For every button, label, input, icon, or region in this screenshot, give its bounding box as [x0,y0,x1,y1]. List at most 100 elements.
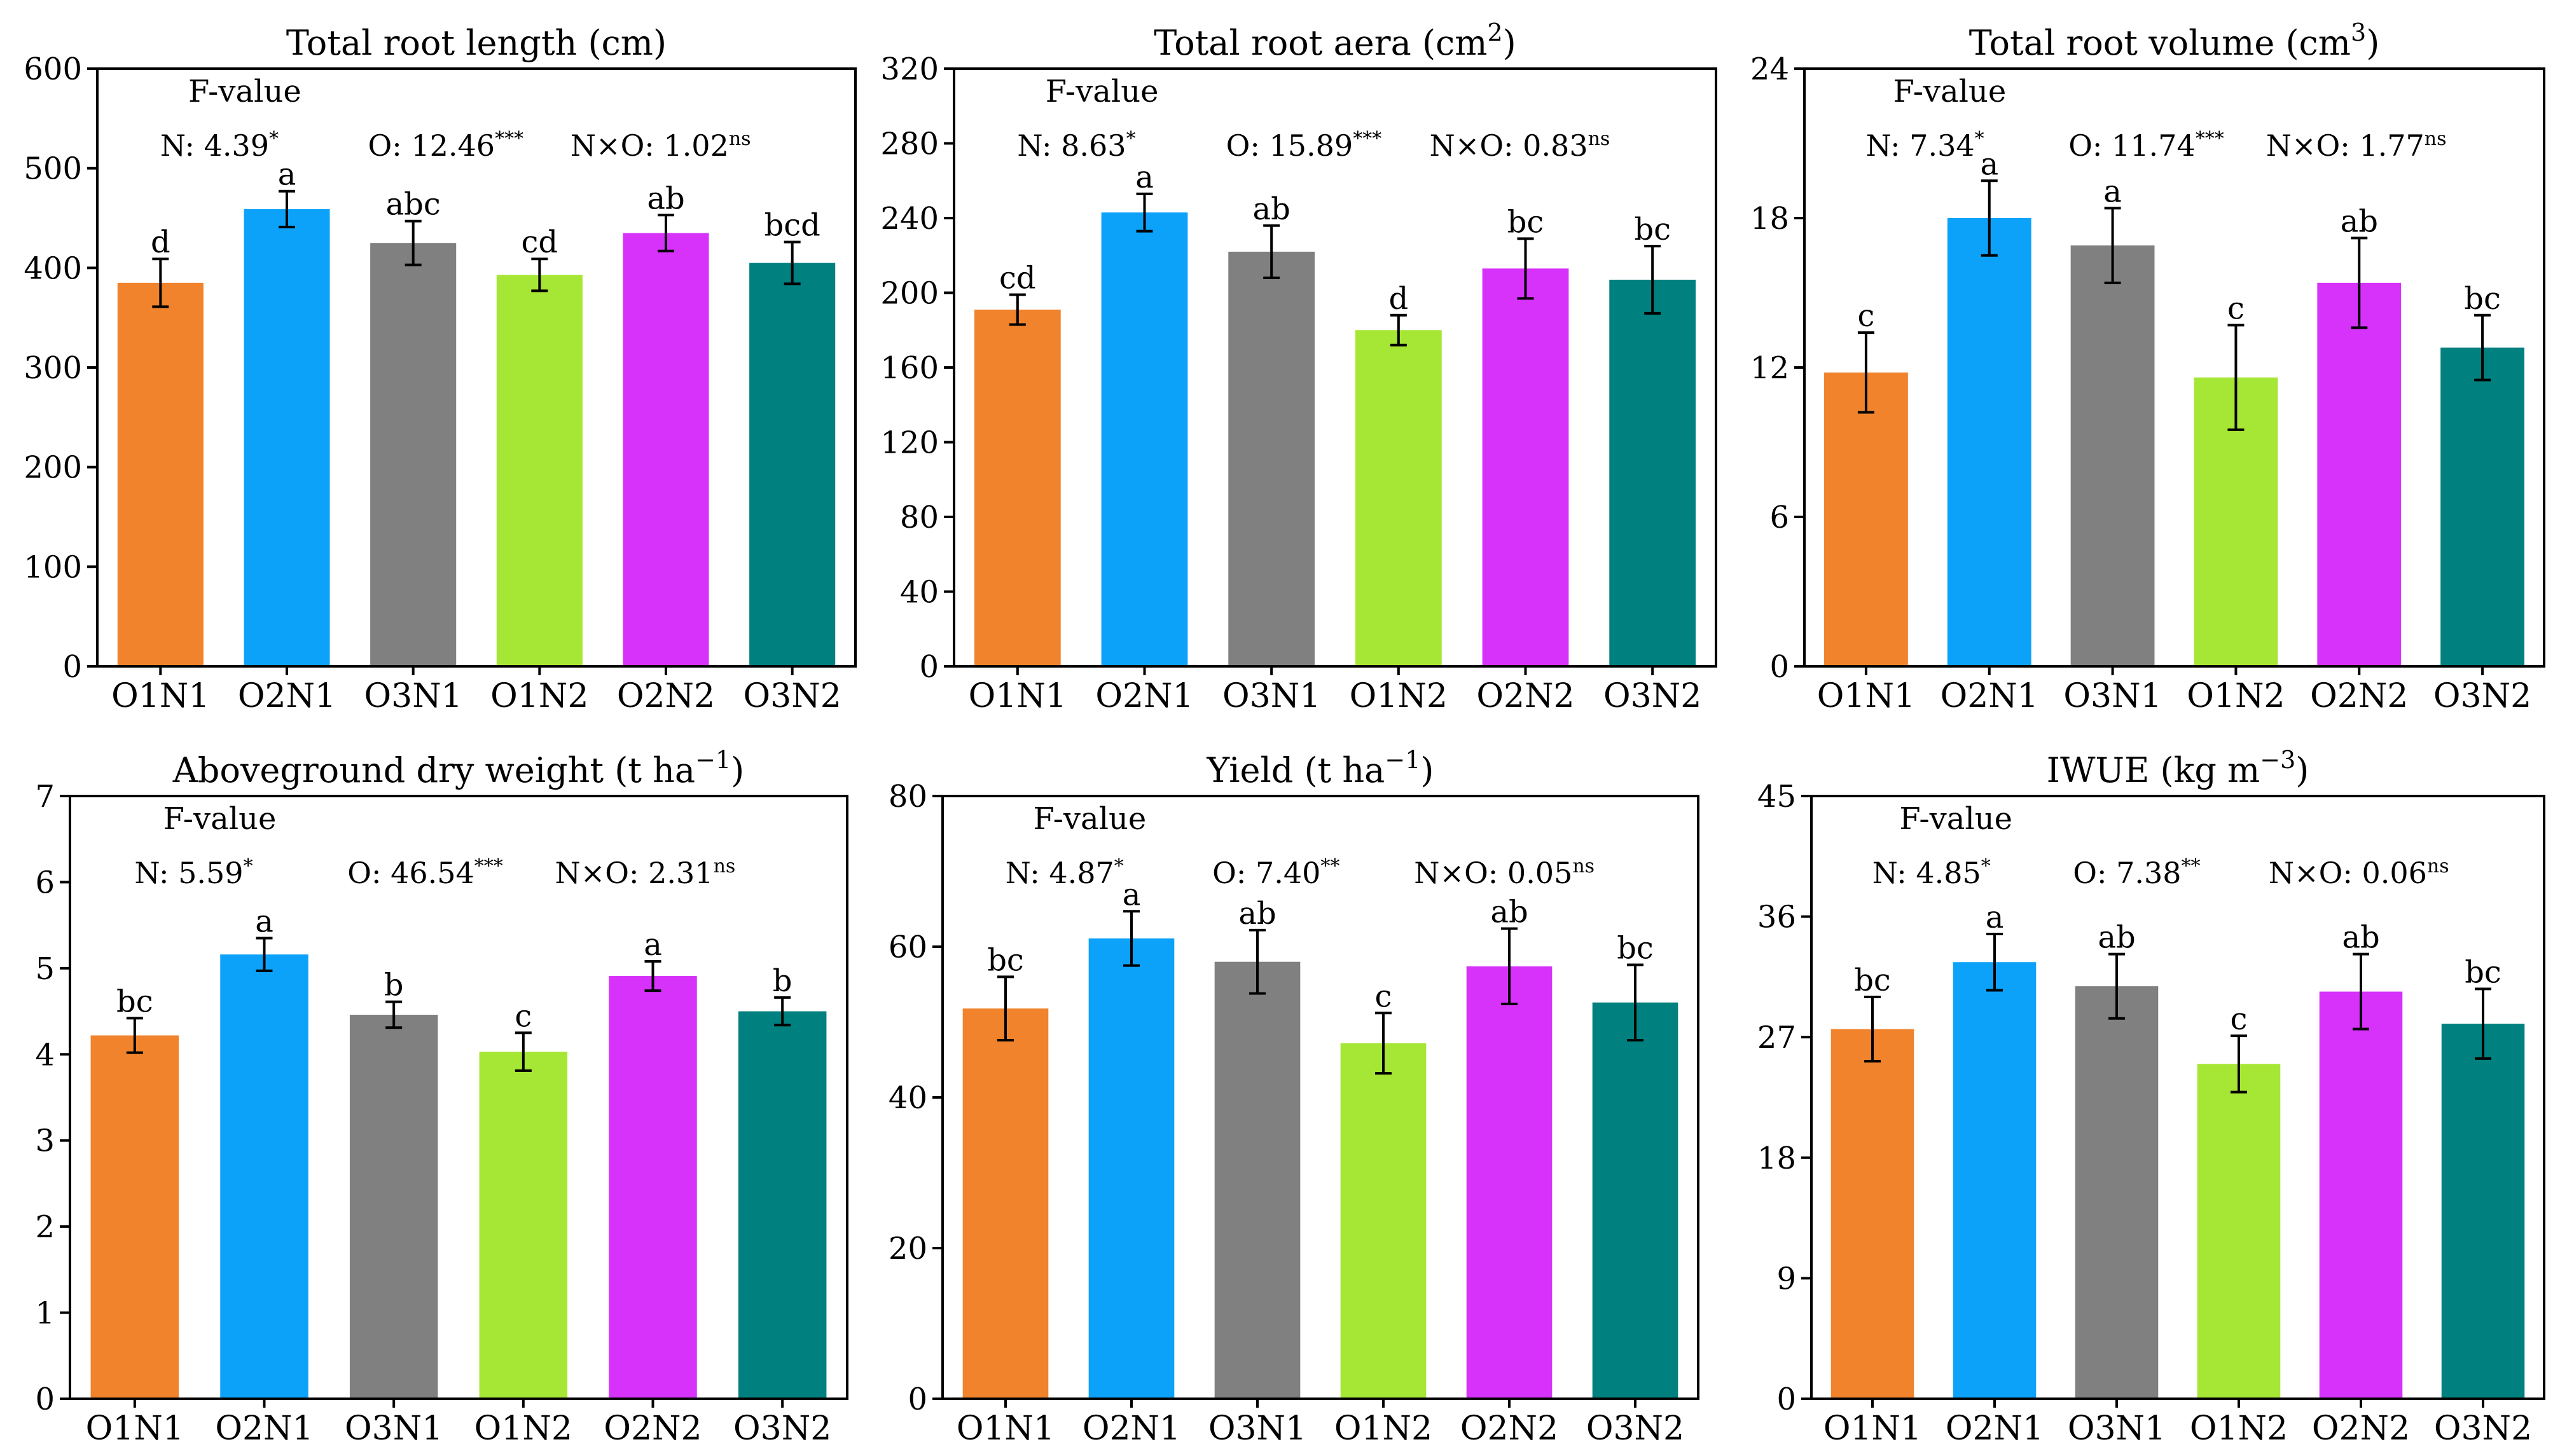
x-tick-label: O3N2 [2433,677,2531,715]
fvalue-label: F-value [1893,74,2007,109]
y-tick-label: 6 [35,865,55,900]
error-bar [1644,245,1661,315]
bar-o1n1 [974,309,1061,666]
error-bar [1123,910,1140,967]
error-bar [997,975,1014,1041]
significance-letter: abc [386,187,441,223]
chart-title: Total root volume (cm3) [1969,18,2380,63]
significance-letter: a [1135,160,1154,195]
y-tick-label: 36 [1757,900,1796,935]
error-bar [126,1017,143,1054]
fvalue-label: F-value [188,74,301,109]
error-bar [2353,952,2369,1031]
x-tick-label: O1N2 [474,1410,572,1448]
y-tick-label: 600 [24,52,82,87]
y-tick-label: 300 [24,350,82,386]
chart-title: Total root length (cm) [286,23,667,63]
fvalue-stat: N×O: 0.05ns [1414,855,1595,891]
error-bar [2108,952,2125,1020]
significance-letter: a [255,903,273,939]
significance-letter: bc [1854,963,1891,998]
chart-title: Aboveground dry weight (t ha−1) [172,746,744,790]
x-tick-label: O2N2 [1476,677,1574,715]
x-tick-label: O3N1 [1208,1410,1306,1448]
chart-title: Yield (t ha−1) [1207,746,1434,790]
x-tick-label: O2N2 [617,677,715,715]
x-tick-label: O3N2 [1603,677,1701,715]
bar-o2n2 [2319,991,2403,1399]
x-tick-label: O2N2 [2312,1410,2410,1448]
fvalue-stat: N: 5.59* [134,855,253,891]
y-tick-label: 200 [880,276,939,312]
significance-letter: bc [2464,281,2501,317]
y-tick-label: 0 [1769,649,1789,685]
y-tick-label: 9 [1776,1261,1796,1296]
bar-o3n2 [1609,279,1696,666]
y-tick-label: 3 [35,1123,55,1159]
significance-letter: ab [647,181,684,216]
bar-o1n2 [1340,1043,1427,1399]
error-bar [1390,313,1407,347]
chart-title: IWUE (kg m−3) [2047,746,2309,790]
x-tick-label: O2N1 [1941,677,2038,715]
error-bar [1136,192,1153,233]
significance-letter: c [2231,1001,2248,1037]
significance-letter: a [1986,900,2004,935]
y-tick-label: 45 [1757,779,1796,814]
significance-letter: ab [2341,203,2378,239]
fvalue-stat: O: 11.74*** [2068,128,2224,163]
error-bar [1501,927,1518,1006]
bar-o3n1 [349,1014,438,1399]
error-bar [658,214,674,252]
error-bar [385,1000,403,1029]
x-tick-label: O3N1 [2068,1410,2166,1448]
significance-letter: bcd [764,208,820,244]
x-tick-label: O1N2 [1334,1410,1432,1448]
significance-letter: a [1123,877,1141,912]
bar-o1n2 [496,275,583,666]
y-tick-label: 12 [1750,350,1789,386]
x-tick-label: O2N1 [215,1410,313,1448]
bar-o3n2 [2440,347,2524,666]
y-tick-label: 0 [35,1382,55,1417]
fvalue-stat: N×O: 1.02ns [571,128,751,163]
fvalue-stat: O: 46.54*** [347,855,503,891]
x-tick-label: O1N1 [1823,1410,1921,1448]
y-tick-label: 40 [889,1080,927,1116]
significance-letter: c [1375,979,1392,1014]
y-tick-label: 24 [1750,52,1789,87]
y-tick-label: 4 [35,1037,55,1073]
fvalue-stat: O: 15.89*** [1226,128,1382,163]
x-tick-label: O2N1 [1095,677,1193,715]
fvalue-stat: O: 7.40** [1212,855,1339,891]
significance-letter: c [515,998,532,1034]
y-tick-label: 6 [1769,500,1789,535]
fvalue-label: F-value [1034,801,1147,837]
y-tick-label: 0 [919,649,939,685]
significance-letter: ab [2342,920,2379,956]
bar-o2n1 [1947,218,2031,666]
bar-o2n2 [609,976,697,1399]
x-tick-label: O2N1 [238,677,336,715]
bar-o1n2 [479,1052,568,1399]
y-tick-label: 27 [1757,1020,1796,1055]
y-tick-label: 60 [889,930,927,965]
bar-o3n1 [370,243,457,667]
chart-panel-3: Total root volume (cm3) c a a c ab bc 0 6 12 18 24 O… [1750,18,2545,715]
significance-letter: a [278,157,296,193]
bar-o3n2 [2441,1024,2525,1399]
plot-frame [69,795,848,1400]
fvalue-stat: N: 7.34* [1866,128,1984,163]
error-bar [2475,987,2491,1060]
chart-panel-2: Total root aera (cm2) cd a ab d bc bc 0 40 80 120 1… [880,18,1717,715]
bar-o3n1 [1214,961,1301,1399]
y-tick-label: 80 [900,500,939,535]
fvalue-stat: N×O: 0.06ns [2269,855,2449,891]
error-bar [531,258,548,292]
x-tick-label: O1N1 [111,677,209,715]
error-bar [1249,928,1266,995]
x-tick-label: O3N2 [733,1410,831,1448]
error-bar [256,937,273,972]
y-tick-label: 20 [889,1231,927,1267]
